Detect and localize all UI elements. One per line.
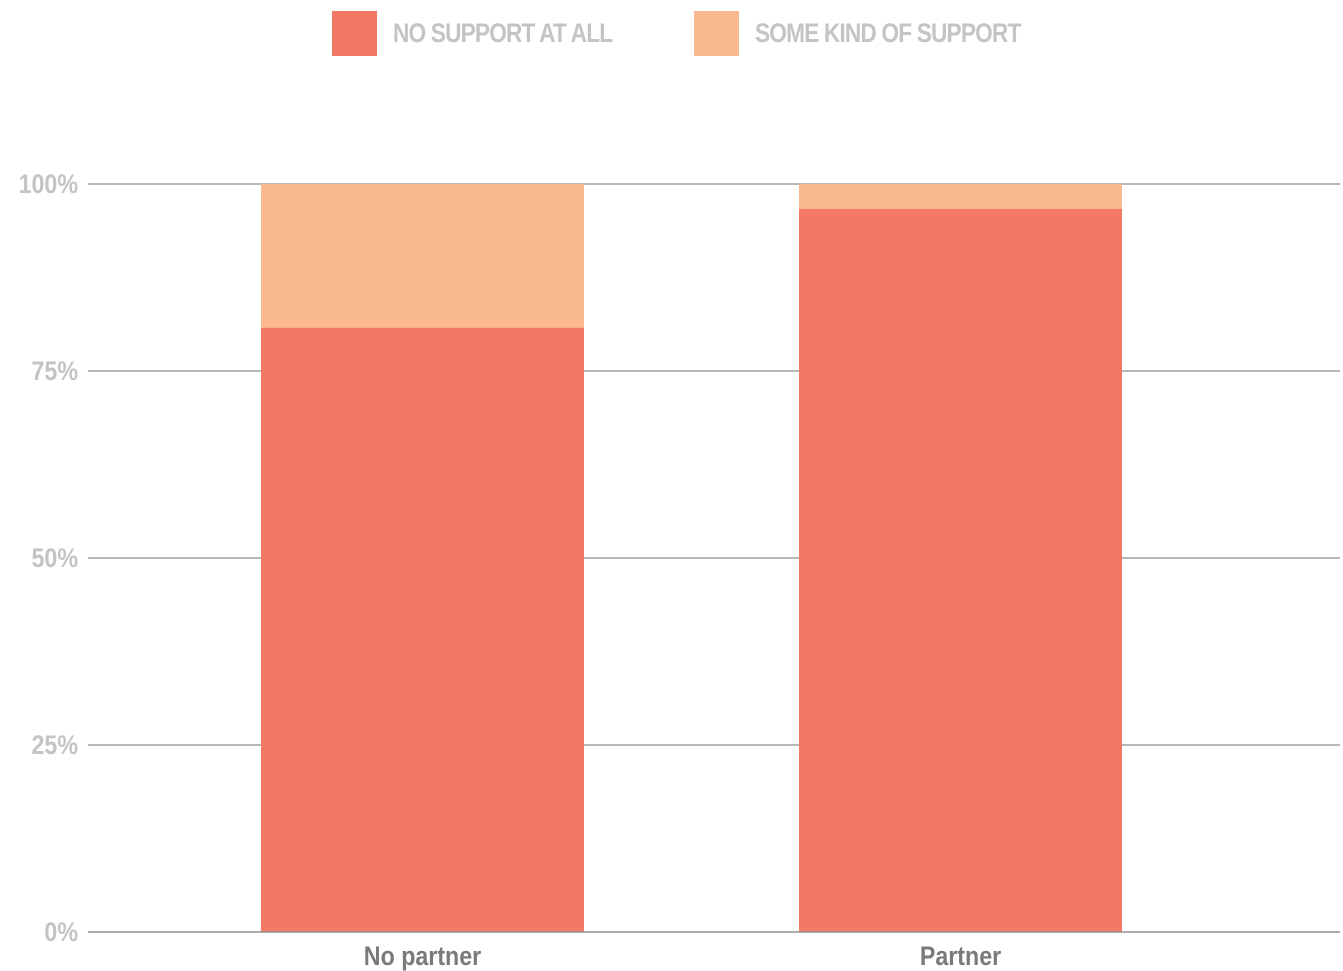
x-category-label-partner: Partner [920, 941, 1001, 971]
legend-item-no-support: NO SUPPORT AT ALL [332, 10, 654, 56]
y-tick-label-100: 100% [19, 169, 78, 199]
legend-swatch-some-support [694, 10, 739, 56]
bar-no-partner-series-1 [261, 184, 584, 328]
legend-label-no-support: NO SUPPORT AT ALL [393, 17, 613, 48]
x-category-label-no-partner: No partner [364, 941, 482, 971]
legend-item-some-support: SOME KIND OF SUPPORT [694, 10, 1071, 56]
legend-swatch-no-support [332, 10, 377, 56]
legend-label-some-support: SOME KIND OF SUPPORT [755, 17, 1021, 48]
y-tick-label-0: 0% [44, 917, 78, 947]
bar-partner-series-1 [799, 184, 1122, 209]
bar-partner-series-0 [799, 208, 1122, 932]
y-tick-label-25: 25% [32, 730, 78, 760]
bar-no-partner-series-0 [261, 327, 584, 933]
y-tick-label-50: 50% [32, 543, 78, 573]
y-tick-label-75: 75% [32, 356, 78, 386]
chart-legend: NO SUPPORT AT ALL SOME KIND OF SUPPORT [0, 10, 1343, 56]
